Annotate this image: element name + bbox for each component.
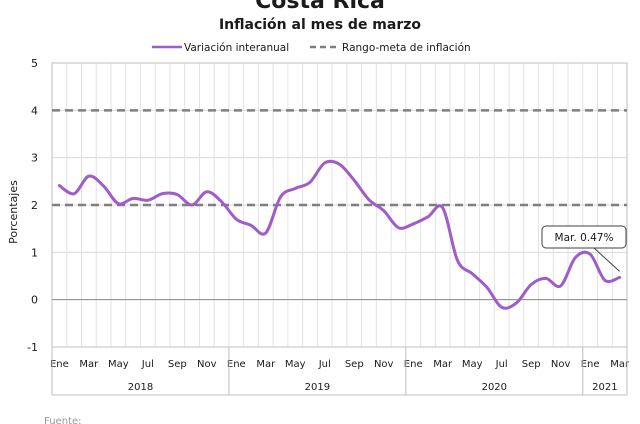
x-tick-label: Ene: [50, 359, 69, 370]
series-line-variacion: [57, 159, 622, 310]
x-tick-label: Nov: [374, 359, 394, 370]
y-tick-label: 5: [31, 57, 38, 70]
year-label: 2020: [482, 382, 507, 393]
year-label: 2018: [128, 382, 153, 393]
x-tick-label: Jul: [495, 359, 508, 370]
x-tick-label: Nov: [197, 359, 217, 370]
x-tick-label: Mar: [79, 359, 99, 370]
y-tick-label: 0: [31, 294, 38, 307]
x-tick-label: Ene: [404, 359, 423, 370]
legend-label-target: Rango-meta de inflación: [342, 42, 471, 54]
chart-title: Costa Rica: [255, 0, 385, 14]
x-tick-label: Jul: [318, 359, 331, 370]
legend-label-series: Variación interanual: [184, 42, 289, 54]
x-tick-label: Mar: [610, 359, 630, 370]
x-tick-label: Mar: [433, 359, 453, 370]
year-label: 2021: [592, 382, 617, 393]
x-tick-label: Mar: [256, 359, 276, 370]
x-tick-label: May: [462, 359, 483, 370]
x-tick-label: Sep: [345, 359, 364, 370]
y-tick-label: 4: [31, 104, 38, 117]
y-axis-title: Porcentajes: [7, 180, 20, 244]
year-label: 2019: [305, 382, 330, 393]
y-tick-label: 2: [31, 199, 38, 212]
x-tick-label: Sep: [522, 359, 541, 370]
x-tick-label: Sep: [168, 359, 187, 370]
series: [57, 159, 622, 310]
y-tick-label: -1: [27, 341, 38, 354]
x-tick-label: Jul: [141, 359, 154, 370]
annotation-leader: [593, 247, 620, 272]
x-tick-label: Ene: [227, 359, 246, 370]
target-range: [52, 109, 627, 207]
x-tick-label: Ene: [581, 359, 600, 370]
y-tick-label: 1: [31, 246, 38, 259]
annotation-box: [541, 225, 627, 249]
axis-ticks: -1 0 1 2 3 4 5 Ene Mar May Jul Sep Nov Ene Mar May Jul Se…: [27, 57, 630, 396]
legend: Variación interanual Rango-meta de infla…: [152, 42, 471, 54]
chart-subtitle: Inflación al mes de marzo: [219, 17, 421, 33]
source-label: Fuente:: [44, 416, 81, 424]
x-tick-label: May: [285, 359, 306, 370]
annotation-label: Mar. 0.47%: [555, 232, 614, 244]
annotations: Mar. 0.47%: [541, 225, 627, 272]
x-tick-label: Nov: [551, 359, 571, 370]
y-tick-label: 3: [31, 152, 38, 165]
x-tick-label: May: [108, 359, 129, 370]
